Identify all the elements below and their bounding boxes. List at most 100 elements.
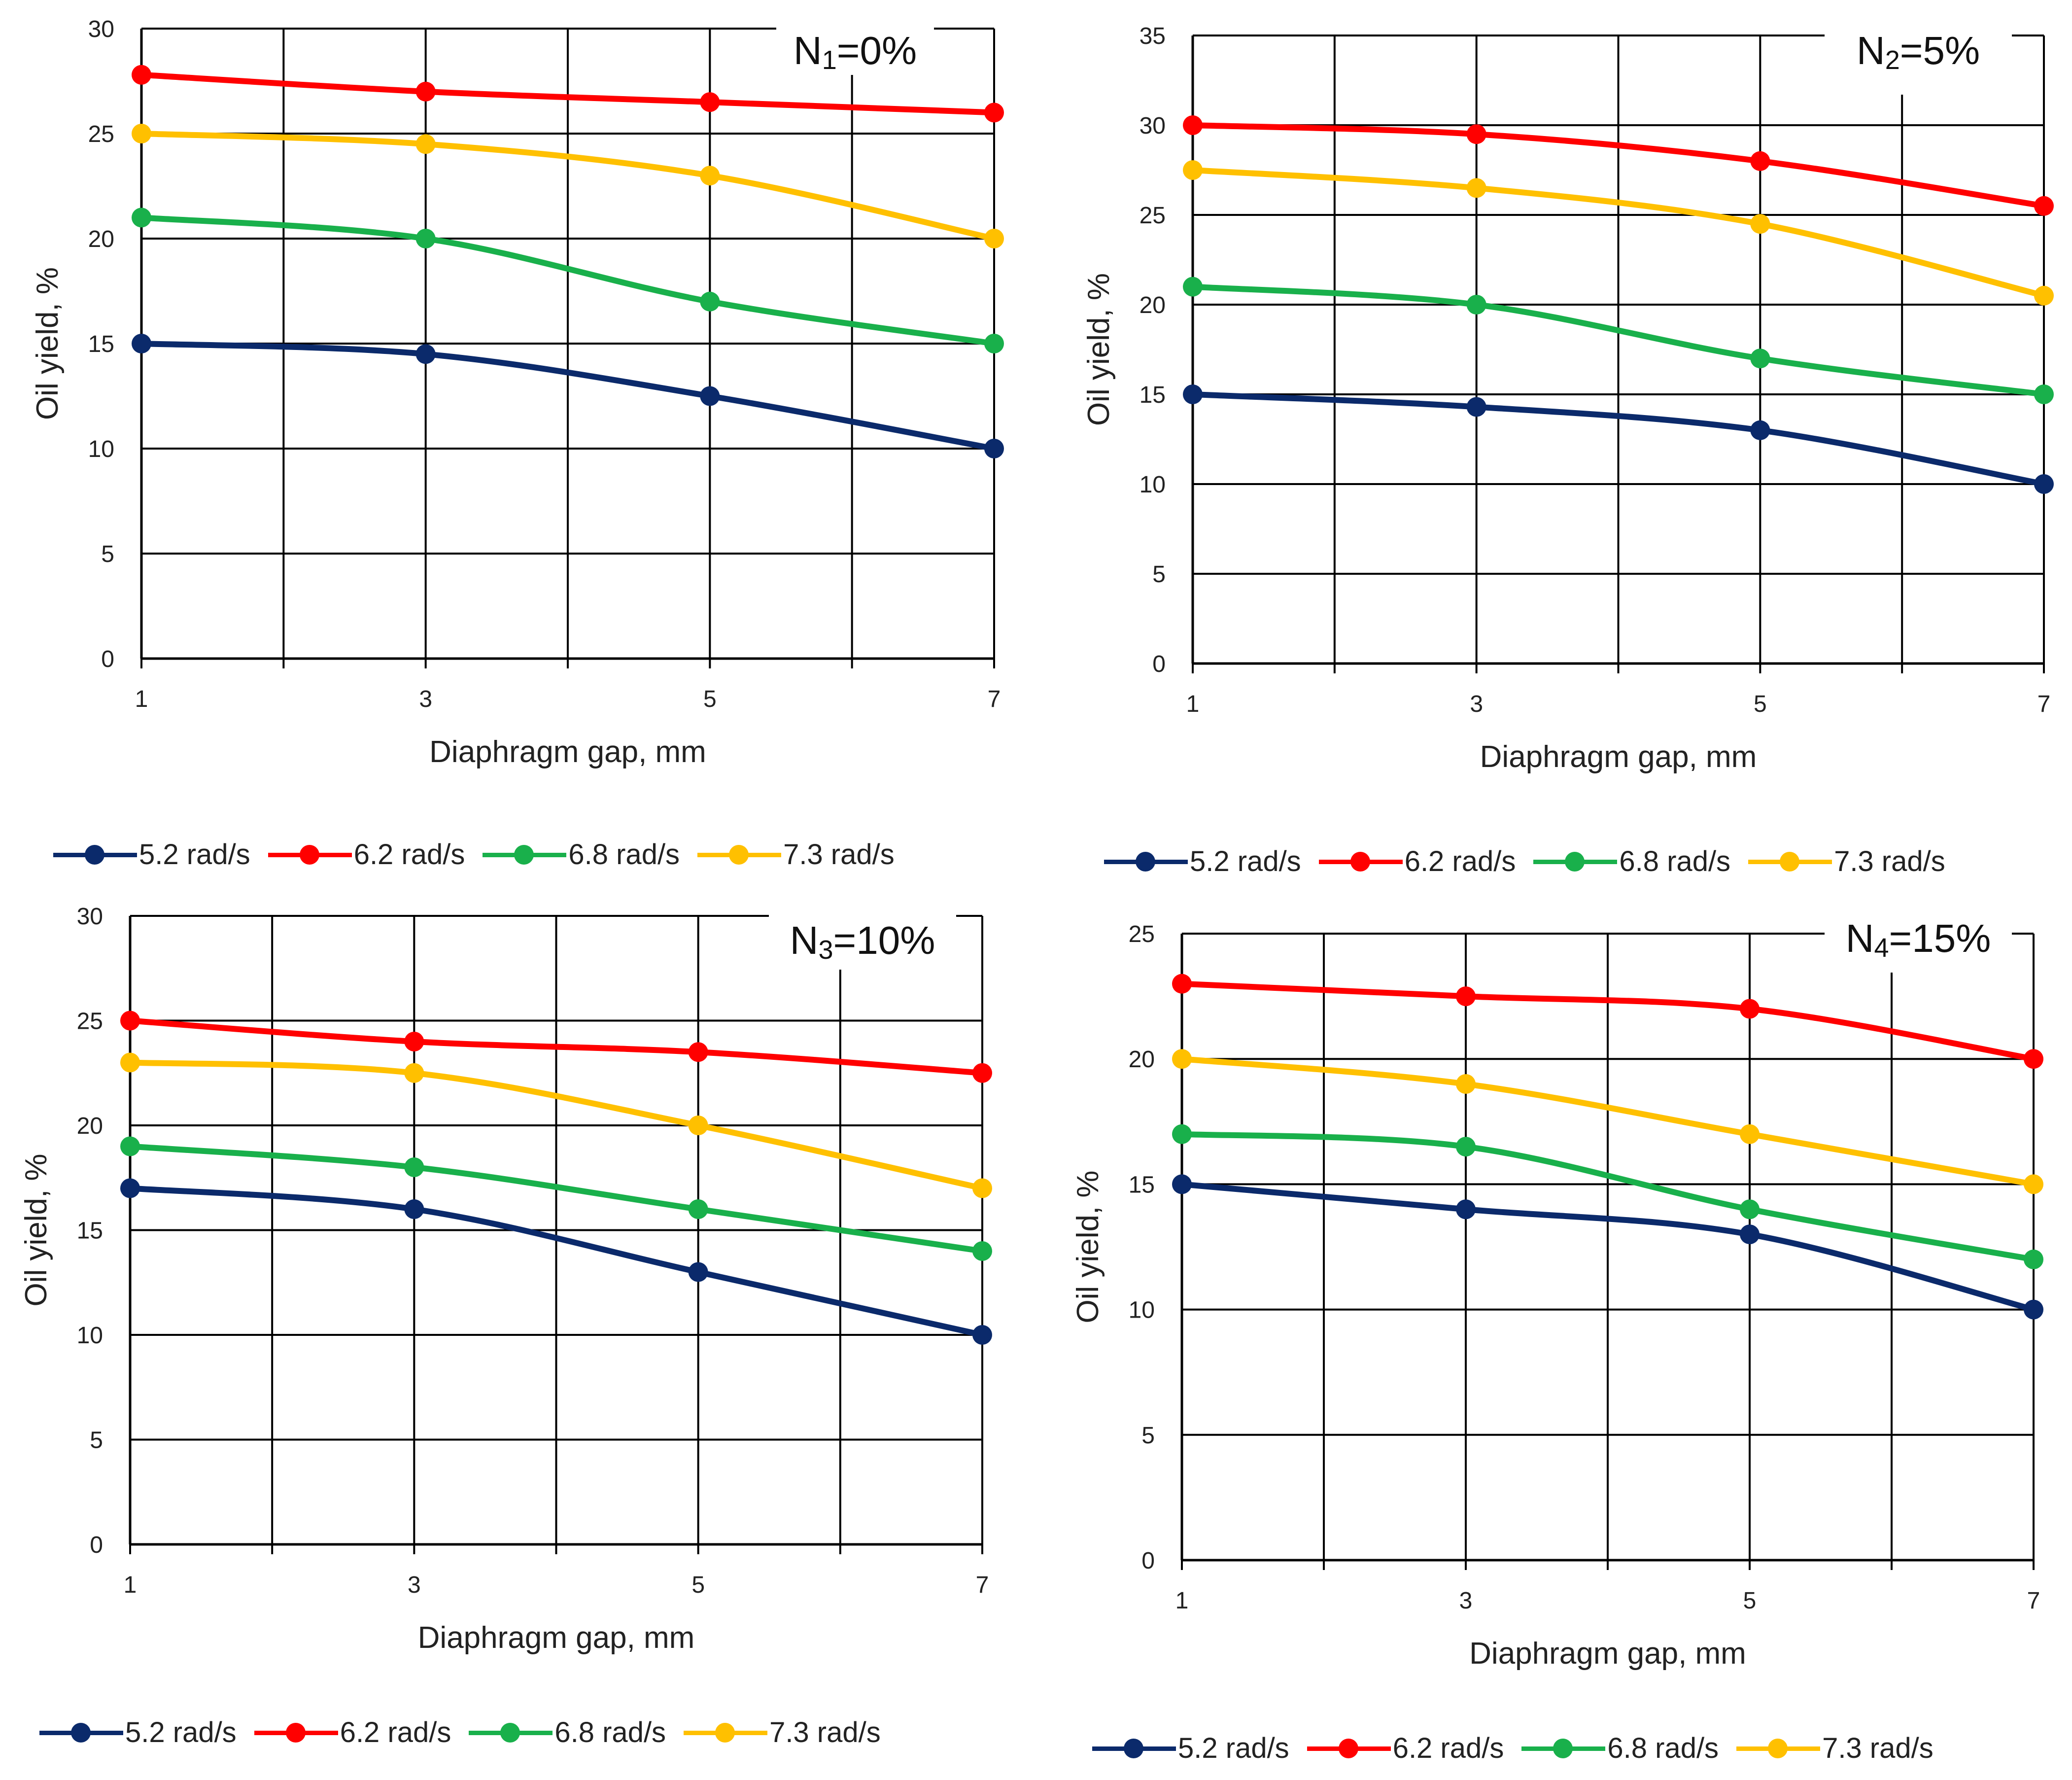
legend-label: 7.3 rad/s bbox=[1834, 845, 1945, 877]
panel-title: N2=5% bbox=[1857, 29, 1980, 75]
series-line bbox=[1192, 167, 2045, 299]
x-tick-label: 3 bbox=[1470, 691, 1483, 717]
legend-swatch bbox=[684, 1722, 768, 1743]
legend-item: 6.2 rad/s bbox=[268, 838, 465, 871]
chart-svg-n4: 0 5 10 15 20 25 1 3 5 7 Diaphragm gap, mm Oil yield… bbox=[1071, 899, 2043, 1671]
x-axis-title: Diaphragm gap, mm bbox=[429, 735, 706, 769]
y-tick-label: 0 bbox=[90, 1532, 103, 1558]
legend-label: 6.8 rad/s bbox=[1619, 845, 1731, 877]
data-point bbox=[2034, 474, 2054, 494]
data-point bbox=[2034, 384, 2054, 404]
panel-title: N4=15% bbox=[1846, 916, 1991, 963]
series-6-2-rad-s-n1 bbox=[132, 65, 1004, 123]
data-point bbox=[415, 344, 436, 364]
data-point bbox=[1456, 1137, 1476, 1157]
data-point bbox=[1740, 1124, 1760, 1144]
y-tick-label: 10 bbox=[88, 436, 114, 462]
series-line bbox=[1181, 1056, 2035, 1187]
gridlines-n4 bbox=[1182, 933, 2035, 1560]
data-point bbox=[972, 1178, 992, 1198]
legend-swatch bbox=[254, 1722, 338, 1743]
series-6-2-rad-s-n4 bbox=[1172, 974, 2043, 1069]
chart-panel-n2: 0 5 10 15 20 25 30 35 1 3 5 7 Diaphragm gap, mm Oil y… bbox=[1036, 0, 2072, 890]
y-tick-label: 25 bbox=[1129, 921, 1155, 947]
y-axis-title: Oil yield, % bbox=[1071, 1170, 1105, 1323]
data-point bbox=[2024, 1174, 2043, 1194]
y-tick-label: 30 bbox=[77, 904, 103, 930]
x-tick-label: 5 bbox=[1743, 1588, 1757, 1614]
data-point bbox=[1456, 986, 1476, 1007]
x-tick-label: 7 bbox=[2027, 1588, 2040, 1614]
legend-label: 5.2 rad/s bbox=[139, 838, 250, 871]
data-point bbox=[2034, 196, 2054, 216]
y-tick-label: 5 bbox=[90, 1428, 103, 1454]
legend-item: 5.2 rad/s bbox=[39, 1716, 237, 1749]
y-tick-label: 35 bbox=[1140, 23, 1166, 49]
series-7-3-rad-s-n1 bbox=[132, 124, 1004, 248]
series-line bbox=[1192, 122, 2044, 209]
data-point bbox=[404, 1063, 424, 1083]
series-line bbox=[1181, 980, 2035, 1062]
data-point bbox=[1466, 124, 1486, 144]
legend-label: 7.3 rad/s bbox=[783, 838, 895, 871]
y-tick-label: 20 bbox=[88, 226, 114, 252]
y-tick-label: 0 bbox=[1152, 651, 1166, 677]
series-6-8-rad-s-n1 bbox=[132, 208, 1004, 353]
legend-swatch bbox=[1748, 851, 1832, 872]
data-point bbox=[972, 1241, 992, 1261]
legend-swatch bbox=[1092, 1738, 1176, 1758]
series-6-8-rad-s-n3 bbox=[120, 1136, 992, 1261]
series-line bbox=[130, 1185, 983, 1338]
series-6-8-rad-s-n4 bbox=[1172, 1124, 2043, 1269]
series-7-3-rad-s-n4 bbox=[1172, 1049, 2043, 1194]
data-point bbox=[700, 386, 720, 406]
data-point bbox=[120, 1136, 140, 1156]
data-point bbox=[1172, 1049, 1192, 1069]
y-tick-label: 0 bbox=[1141, 1548, 1155, 1574]
y-tick-label: 10 bbox=[77, 1323, 103, 1349]
title-box bbox=[776, 11, 934, 75]
data-point bbox=[404, 1199, 424, 1219]
legend-label: 6.2 rad/s bbox=[353, 838, 465, 871]
series-5-2-rad-s-n4 bbox=[1172, 1174, 2043, 1320]
title-box bbox=[1825, 11, 2012, 95]
y-tick-label: 30 bbox=[1140, 113, 1166, 139]
series-7-3-rad-s-n2 bbox=[1183, 160, 2054, 306]
legend-swatch bbox=[697, 844, 782, 865]
x-tick-label: 7 bbox=[976, 1572, 989, 1598]
chart-svg-n1: 0 5 10 15 20 25 30 1 3 5 7 Diaphragm gap, mm Oil yie… bbox=[31, 11, 1004, 769]
x-tick-label: 5 bbox=[703, 686, 717, 712]
data-point bbox=[120, 1052, 140, 1073]
data-point bbox=[1466, 178, 1486, 198]
legend-label: 6.2 rad/s bbox=[1392, 1732, 1504, 1764]
data-point bbox=[688, 1116, 708, 1135]
y-axis-title: Oil yield, % bbox=[31, 267, 65, 420]
series-line bbox=[130, 1143, 983, 1254]
data-point bbox=[132, 334, 151, 353]
legend-swatch bbox=[39, 1722, 123, 1743]
y-axis-title: Oil yield, % bbox=[1082, 273, 1116, 426]
data-point bbox=[1750, 349, 1770, 369]
x-tick-label: 3 bbox=[408, 1572, 421, 1598]
series-line bbox=[130, 1059, 983, 1191]
y-tick-label: 15 bbox=[88, 331, 114, 357]
data-point bbox=[1740, 999, 1760, 1019]
gridlines-n3 bbox=[130, 915, 983, 1544]
legend-item: 6.8 rad/s bbox=[469, 1716, 666, 1749]
data-point bbox=[1750, 214, 1770, 234]
data-point bbox=[120, 1011, 140, 1031]
data-point bbox=[1456, 1199, 1476, 1220]
legend-item: 6.8 rad/s bbox=[483, 838, 680, 871]
x-tick-label: 7 bbox=[988, 686, 1001, 712]
data-point bbox=[700, 92, 720, 112]
y-tick-label: 25 bbox=[88, 121, 114, 147]
data-point bbox=[2024, 1299, 2043, 1320]
y-tick-label: 10 bbox=[1140, 472, 1166, 498]
x-tick-label: 5 bbox=[691, 1572, 705, 1598]
x-tick-label: 1 bbox=[135, 686, 148, 712]
data-point bbox=[688, 1042, 708, 1062]
y-tick-label: 15 bbox=[77, 1218, 103, 1244]
legend-item: 6.2 rad/s bbox=[254, 1716, 451, 1749]
y-tick-label: 20 bbox=[77, 1113, 103, 1139]
